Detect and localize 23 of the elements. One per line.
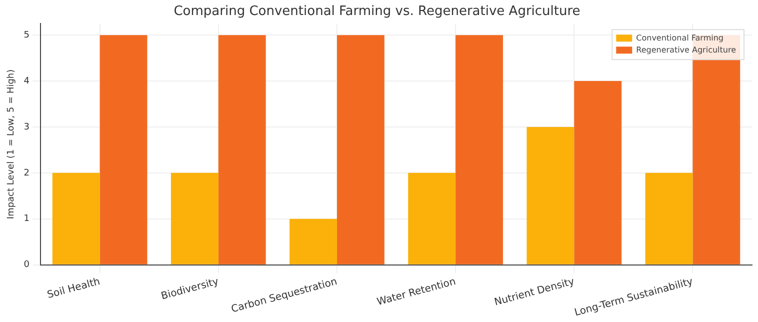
y-tick-label: 4 [24, 76, 30, 86]
chart-title: Comparing Conventional Farming vs. Regenerative Agriculture [174, 4, 580, 20]
bar [574, 81, 622, 264]
y-tick-label: 1 [24, 214, 30, 224]
legend-label: Regenerative Agriculture [636, 46, 736, 55]
bar [218, 35, 266, 264]
y-tick-label: 0 [24, 260, 30, 270]
bar [645, 172, 693, 264]
bar [52, 172, 100, 264]
bar [100, 35, 148, 264]
bar [170, 172, 218, 264]
y-tick-label: 3 [24, 122, 30, 132]
bar [456, 35, 503, 264]
bar [336, 35, 384, 264]
bar [408, 172, 456, 264]
y-axis-title: Impact Level (1 = Low, 5 = High) [6, 69, 17, 220]
legend-label: Conventional Farming [636, 34, 724, 43]
x-tick-label: Nutrient Density [493, 276, 576, 308]
bar [290, 218, 337, 264]
y-tick-label: 5 [24, 30, 30, 40]
bar [526, 126, 574, 264]
y-tick-label: 2 [24, 168, 30, 178]
x-tick-label: Soil Health [46, 276, 102, 302]
